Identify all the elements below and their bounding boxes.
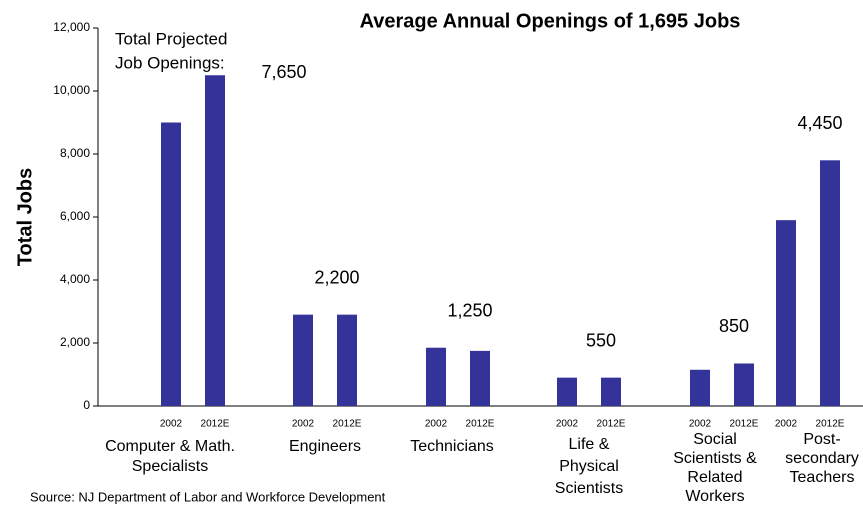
group-total: 1,250 bbox=[447, 300, 492, 320]
bar-sublabel: 2012E bbox=[816, 419, 845, 430]
bar bbox=[470, 350, 490, 406]
x-tick-label: Related bbox=[687, 469, 742, 486]
bar bbox=[337, 314, 357, 406]
bar-sublabel: 2012E bbox=[466, 419, 495, 430]
source: Source: NJ Department of Labor and Workf… bbox=[30, 489, 386, 504]
bar-sublabel: 2002 bbox=[689, 419, 712, 430]
bar bbox=[426, 347, 446, 406]
bar bbox=[205, 75, 225, 406]
bar-sublabel: 2012E bbox=[333, 419, 362, 430]
x-tick-label: Physical bbox=[559, 458, 619, 475]
x-tick-label: secondary bbox=[785, 450, 859, 467]
bar bbox=[776, 220, 796, 406]
bar-sublabel: 2002 bbox=[425, 419, 448, 430]
x-tick-label: Technicians bbox=[410, 438, 494, 455]
bar-sublabel: 2002 bbox=[160, 419, 183, 430]
bar bbox=[601, 377, 621, 406]
bar bbox=[293, 314, 313, 406]
bar bbox=[734, 363, 754, 406]
group-total: 4,450 bbox=[797, 113, 842, 133]
group-total: 7,650 bbox=[261, 62, 306, 82]
bar-sublabel: 2002 bbox=[292, 419, 315, 430]
x-tick-label: Computer & Math. bbox=[105, 438, 235, 455]
bar-sublabel: 2012E bbox=[597, 419, 626, 430]
bar bbox=[690, 369, 710, 406]
x-tick-label: Specialists bbox=[132, 458, 208, 475]
x-tick-label: Teachers bbox=[790, 469, 855, 486]
x-tick-label: Scientists & bbox=[673, 450, 757, 467]
y-tick-label: 8,000 bbox=[60, 146, 90, 160]
group-total: 2,200 bbox=[314, 267, 359, 287]
bar-sublabel: 2012E bbox=[730, 419, 759, 430]
chart-title: Average Annual Openings of 1,695 Jobs bbox=[360, 10, 741, 32]
group-total: 850 bbox=[719, 316, 749, 336]
x-tick-label: Post- bbox=[803, 431, 840, 448]
x-tick-label: Workers bbox=[685, 488, 744, 505]
y-tick-label: 12,000 bbox=[53, 20, 90, 34]
y-tick-label: 2,000 bbox=[60, 335, 90, 349]
bar-sublabel: 2002 bbox=[556, 419, 579, 430]
annotation: Total Projected bbox=[115, 29, 227, 48]
y-axis-label: Total Jobs bbox=[14, 168, 36, 267]
bar-sublabel: 2002 bbox=[775, 419, 798, 430]
y-tick-label: 4,000 bbox=[60, 272, 90, 286]
x-tick-label: Life & bbox=[569, 436, 610, 453]
group-total: 550 bbox=[586, 330, 616, 350]
x-tick-label: Social bbox=[693, 431, 737, 448]
bar bbox=[820, 160, 840, 406]
y-tick-label: 6,000 bbox=[60, 209, 90, 223]
x-tick-label: Scientists bbox=[555, 480, 623, 497]
bar-sublabel: 2012E bbox=[201, 419, 230, 430]
y-tick-label: 0 bbox=[83, 398, 90, 412]
bar bbox=[161, 122, 181, 406]
bar bbox=[557, 377, 577, 406]
x-tick-label: Engineers bbox=[289, 438, 361, 455]
y-tick-label: 10,000 bbox=[53, 83, 90, 97]
annotation: Job Openings: bbox=[115, 53, 225, 72]
